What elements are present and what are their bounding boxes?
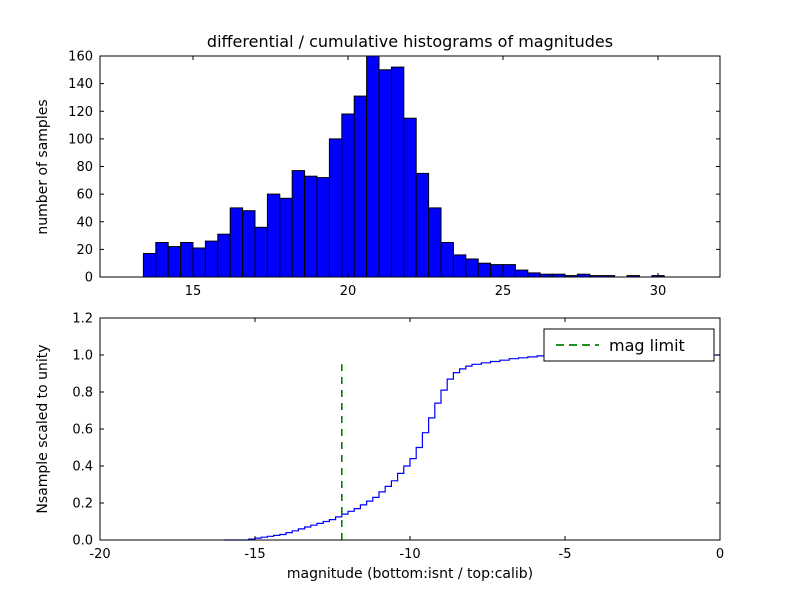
histogram-bar xyxy=(477,262,492,278)
histogram-bar xyxy=(514,269,529,278)
x-tick-label: -15 xyxy=(244,547,265,562)
y-tick-label: 0.0 xyxy=(72,534,93,549)
x-tick-label: 30 xyxy=(650,284,667,299)
x-tick-label: -10 xyxy=(399,547,420,562)
x-tick-label: -5 xyxy=(559,547,572,562)
bottom-x-axis-label: magnitude (bottom:isnt / top:calib) xyxy=(287,566,533,582)
y-tick-label: 20 xyxy=(76,243,93,258)
bottom-y-axis-label: Nsample scaled to unity xyxy=(35,344,51,513)
histogram-bar xyxy=(254,226,268,278)
histogram-bar xyxy=(217,233,231,278)
x-tick-label: 25 xyxy=(495,284,512,299)
histogram-bar xyxy=(142,253,157,278)
y-tick-label: 160 xyxy=(68,50,93,65)
histogram-bar xyxy=(242,210,256,278)
cumulative-line xyxy=(224,354,720,541)
histogram-bar xyxy=(266,193,281,278)
y-tick-label: 120 xyxy=(68,105,93,120)
x-tick-label: -20 xyxy=(89,547,110,562)
histogram-bar xyxy=(502,264,516,278)
chart-title: differential / cumulative histograms of … xyxy=(207,32,613,51)
top-axis-ticks: 15 20 25 30 0 20 40 60 80 100 120 140 160 xyxy=(68,50,720,299)
cumulative-plot-content xyxy=(224,354,720,541)
histogram-bar xyxy=(328,138,343,278)
y-tick-label: 1.2 xyxy=(72,312,93,327)
y-tick-label: 0.8 xyxy=(72,386,93,401)
histogram-bar xyxy=(291,170,306,278)
bottom-cumulative-subplot: -20 -15 -10 -5 0 0.0 0.2 0.4 0.6 0.8 1.0 1.2 Nsampl… xyxy=(35,312,724,583)
top-y-axis-label: number of samples xyxy=(35,99,51,234)
histogram-bar xyxy=(192,247,206,278)
histogram-bar xyxy=(452,254,467,278)
histogram-bar xyxy=(167,246,182,278)
x-tick-label: 20 xyxy=(340,284,357,299)
histogram-bar xyxy=(403,117,417,278)
y-tick-label: 60 xyxy=(76,188,93,203)
histogram-bar xyxy=(316,177,330,278)
top-histogram-subplot: 15 20 25 30 0 20 40 60 80 100 120 140 160 differenti… xyxy=(35,32,721,299)
histogram-bar xyxy=(490,264,504,278)
y-tick-label: 1.0 xyxy=(72,349,93,364)
y-tick-label: 0.2 xyxy=(72,497,93,512)
legend: mag limit xyxy=(543,328,715,362)
histogram-bar xyxy=(378,69,392,278)
y-tick-label: 0.6 xyxy=(72,423,93,438)
histogram-bar xyxy=(465,258,479,278)
legend-label: mag limit xyxy=(609,336,685,355)
histogram-bar xyxy=(180,242,194,278)
y-tick-label: 80 xyxy=(76,160,93,175)
histogram-bar xyxy=(304,175,318,278)
histogram-bars xyxy=(142,55,665,278)
histogram-bar xyxy=(366,55,380,278)
top-axes-frame xyxy=(99,55,721,278)
histogram-bar xyxy=(341,113,355,278)
y-tick-label: 100 xyxy=(68,132,93,147)
y-tick-label: 40 xyxy=(76,215,93,230)
y-tick-label: 0 xyxy=(85,271,93,286)
histogram-bar xyxy=(415,172,430,278)
histogram-bar xyxy=(204,240,219,278)
histogram-bar xyxy=(527,272,541,278)
y-tick-label: 0.4 xyxy=(72,460,93,475)
x-tick-label: 0 xyxy=(716,547,724,562)
histogram-bar xyxy=(155,242,169,278)
histogram-bar xyxy=(353,95,368,278)
histogram-bar xyxy=(390,66,405,278)
y-tick-label: 140 xyxy=(68,77,93,92)
histogram-bar xyxy=(440,242,454,278)
histogram-bar xyxy=(279,197,293,278)
bottom-axes-frame xyxy=(99,317,721,541)
histogram-bar xyxy=(229,207,244,278)
histogram-bar xyxy=(428,207,442,278)
x-tick-label: 15 xyxy=(185,284,202,299)
